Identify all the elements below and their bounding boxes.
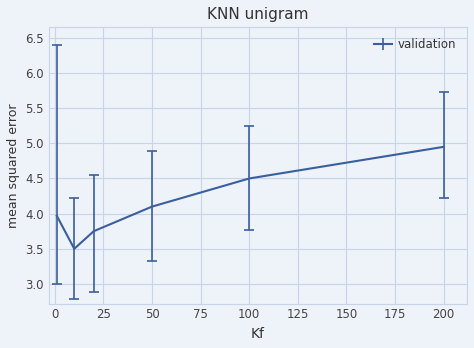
Legend: validation: validation <box>370 33 461 56</box>
X-axis label: Kf: Kf <box>251 327 265 341</box>
Y-axis label: mean squared error: mean squared error <box>7 103 20 228</box>
Title: KNN unigram: KNN unigram <box>207 7 309 22</box>
